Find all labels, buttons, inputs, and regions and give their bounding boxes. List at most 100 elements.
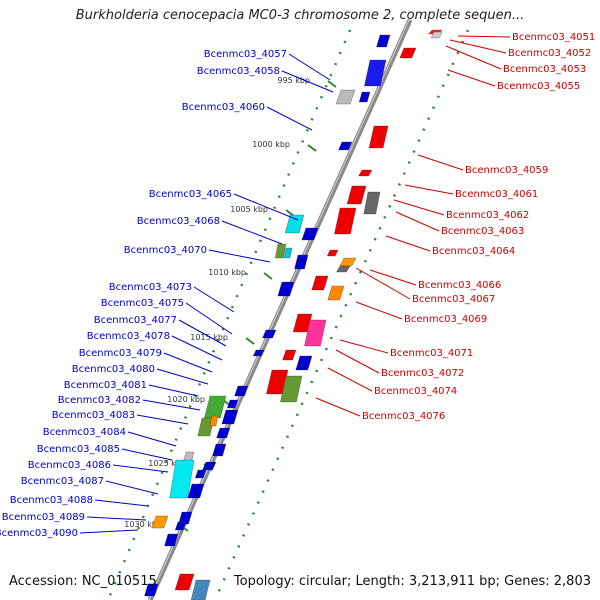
- gene-block: [292, 313, 313, 333]
- callout-line: [393, 199, 445, 216]
- callout-line: [112, 464, 169, 473]
- gene-label-right[interactable]: Bcenmc03_4067: [412, 294, 495, 305]
- gene-label-left[interactable]: Bcenmc03_4060: [182, 102, 265, 113]
- gene-label-left[interactable]: Bcenmc03_4089: [2, 512, 85, 523]
- gene-label-left[interactable]: Bcenmc03_4068: [137, 216, 220, 227]
- gene-block: [144, 583, 159, 597]
- callout-line: [121, 448, 173, 461]
- gene-label-left[interactable]: Bcenmc03_4075: [101, 298, 184, 309]
- gene-block: [252, 349, 265, 357]
- gene-block: [327, 285, 345, 301]
- ruler-tick: [263, 272, 273, 280]
- callout-line: [221, 220, 283, 245]
- gene-block: [209, 415, 219, 427]
- gene-label-left[interactable]: Bcenmc03_4085: [37, 444, 120, 455]
- callout-line: [127, 431, 177, 447]
- callout-line: [233, 193, 299, 221]
- gene-label-left[interactable]: Bcenmc03_4058: [197, 66, 280, 77]
- gene-label-right[interactable]: Bcenmc03_4071: [390, 348, 473, 359]
- gene-block: [339, 257, 357, 267]
- gene-label-right[interactable]: Bcenmc03_4052: [508, 48, 591, 59]
- gene-label-left[interactable]: Bcenmc03_4087: [21, 476, 104, 487]
- gene-label-left[interactable]: Bcenmc03_4080: [72, 364, 155, 375]
- ruler-tick: [327, 80, 337, 88]
- callout-line: [79, 529, 139, 534]
- ruler-label: 1005 kbp: [230, 205, 268, 214]
- gene-label-right[interactable]: Bcenmc03_4059: [465, 165, 548, 176]
- gene-block: [335, 89, 356, 105]
- callout-line: [355, 267, 411, 300]
- gene-label-right[interactable]: Bcenmc03_4061: [455, 189, 538, 200]
- gene-block: [216, 427, 231, 439]
- gene-block: [197, 417, 215, 437]
- gene-block: [280, 375, 303, 403]
- gene-block: [304, 319, 327, 347]
- gene-label-right[interactable]: Bcenmc03_4062: [446, 210, 529, 221]
- gene-label-left[interactable]: Bcenmc03_4065: [149, 189, 232, 200]
- gene-label-left[interactable]: Bcenmc03_4057: [204, 49, 287, 60]
- callout-line: [327, 367, 373, 392]
- gene-block: [226, 399, 239, 409]
- gene-block: [364, 59, 387, 87]
- callout-line: [185, 302, 233, 335]
- gene-block: [164, 533, 179, 547]
- callout-line: [136, 414, 189, 425]
- callout-line: [156, 368, 209, 385]
- gene-label-left[interactable]: Bcenmc03_4078: [87, 331, 170, 342]
- gene-block: [334, 207, 357, 235]
- gene-label-left[interactable]: Bcenmc03_4081: [64, 380, 147, 391]
- gene-block: [301, 227, 319, 241]
- gene-label-left[interactable]: Bcenmc03_4084: [43, 427, 126, 438]
- callout-line: [339, 339, 389, 354]
- gene-label-left[interactable]: Bcenmc03_4077: [94, 315, 177, 326]
- forward-track-dots: [106, 29, 352, 600]
- gene-block: [368, 125, 389, 149]
- callout-line: [417, 154, 464, 171]
- gene-block: [187, 483, 205, 499]
- callout-line: [447, 69, 496, 87]
- callout-line: [94, 499, 149, 507]
- gene-label-right[interactable]: Bcenmc03_4074: [374, 386, 457, 397]
- gene-block: [174, 521, 187, 531]
- gene-label-right[interactable]: Bcenmc03_4051: [512, 32, 595, 43]
- gene-block: [151, 515, 169, 529]
- map-title: Burkholderia cenocepacia MC0-3 chromosom…: [75, 8, 525, 23]
- gene-label-right[interactable]: Bcenmc03_4063: [441, 226, 524, 237]
- gene-block: [359, 91, 371, 103]
- feature-group: [144, 29, 443, 600]
- callout-line: [369, 269, 417, 286]
- callout-line: [266, 106, 313, 131]
- callout-line: [315, 397, 361, 417]
- gene-label-right[interactable]: Bcenmc03_4072: [381, 368, 464, 379]
- gene-label-left[interactable]: Bcenmc03_4082: [58, 395, 141, 406]
- ruler-tick: [245, 337, 255, 345]
- gene-label-right[interactable]: Bcenmc03_4069: [404, 314, 487, 325]
- gene-label-left[interactable]: Bcenmc03_4079: [79, 348, 162, 359]
- gene-label-right[interactable]: Bcenmc03_4066: [418, 280, 501, 291]
- gene-label-right[interactable]: Bcenmc03_4064: [432, 246, 515, 257]
- ruler-label: 1015 kbp: [190, 333, 228, 342]
- gene-label-left[interactable]: Bcenmc03_4090: [0, 528, 78, 539]
- gene-label-left[interactable]: Bcenmc03_4086: [28, 460, 111, 471]
- gene-label-right[interactable]: Bcenmc03_4053: [503, 64, 586, 75]
- callout-line: [449, 39, 507, 54]
- gene-block: [174, 573, 195, 591]
- gene-label-left[interactable]: Bcenmc03_4083: [52, 410, 135, 421]
- gene-block: [194, 469, 207, 479]
- ruler-label: 995 kbp: [277, 76, 310, 85]
- gene-block: [326, 249, 339, 257]
- callout-line: [86, 516, 147, 521]
- ruler-label: 1030 kbp: [124, 520, 162, 529]
- summary-label: Topology: circular; Length: 3,213,911 bp…: [233, 574, 591, 589]
- callout-line: [288, 53, 331, 81]
- gene-block: [294, 254, 309, 270]
- gene-label-right[interactable]: Bcenmc03_4055: [497, 81, 580, 92]
- callout-line: [335, 349, 380, 374]
- gene-label-right[interactable]: Bcenmc03_4076: [362, 411, 445, 422]
- right-callout-lines: [315, 35, 511, 417]
- gene-label-left[interactable]: Bcenmc03_4070: [124, 245, 207, 256]
- gene-label-left[interactable]: Bcenmc03_4088: [10, 495, 93, 506]
- callout-line: [404, 184, 454, 195]
- gene-label-left[interactable]: Bcenmc03_4073: [109, 282, 192, 293]
